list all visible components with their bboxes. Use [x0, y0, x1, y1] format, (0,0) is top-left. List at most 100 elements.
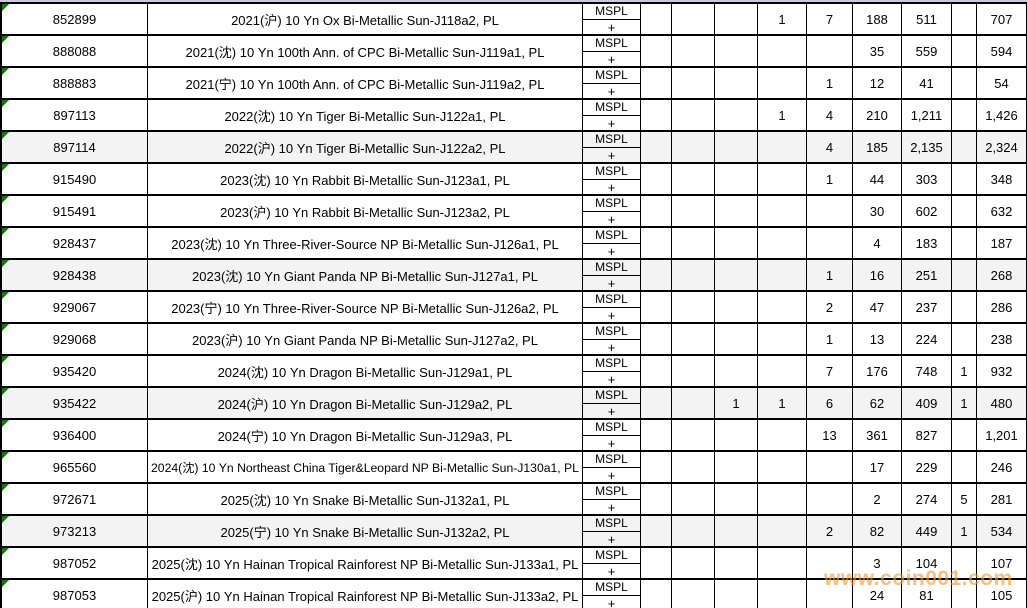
corner-flag-icon — [2, 516, 9, 523]
pop-cell — [641, 100, 672, 130]
pop-cell: 2 — [807, 292, 853, 322]
pop-cell — [672, 68, 715, 98]
cert-number: 987052 — [52, 555, 97, 571]
cert-number: 929067 — [52, 299, 97, 315]
coin-description-cell: 2024(宁) 10 Yn Dragon Bi-Metallic Sun-J12… — [148, 420, 583, 450]
coin-description: 2023(沪) 10 Yn Rabbit Bi-Metallic Sun-J12… — [220, 204, 510, 220]
table-row: 852899 2021(沪) 10 Yn Ox Bi-Metallic Sun-… — [2, 2, 1027, 34]
corner-flag-icon — [2, 580, 9, 587]
grade-label-top: MSPL — [583, 164, 640, 180]
grade-label-top: MSPL — [583, 388, 640, 404]
pop-cell: 1 — [807, 260, 853, 290]
grade-label-bottom: + — [607, 19, 616, 34]
coin-description-cell: 2022(沪) 10 Yn Tiger Bi-Metallic Sun-J122… — [148, 132, 583, 162]
table-row: 897113 2022(沈) 10 Yn Tiger Bi-Metallic S… — [2, 98, 1027, 130]
corner-flag-icon — [2, 260, 9, 267]
pop-cell — [641, 516, 672, 546]
pop-cell — [672, 4, 715, 34]
pop-cell — [641, 420, 672, 450]
pop-cell — [715, 228, 758, 258]
corner-flag-icon — [2, 452, 9, 459]
grade-label-bottom: + — [607, 435, 616, 450]
pop-cell — [641, 36, 672, 66]
pop-cell: 2 — [853, 484, 902, 514]
pop-cell — [758, 132, 807, 162]
grade-label-top: MSPL — [583, 196, 640, 212]
pop-cell — [758, 452, 807, 482]
pop-cell — [715, 196, 758, 226]
pop-cell — [672, 260, 715, 290]
grade-cell: MSPL + — [583, 420, 641, 450]
pop-cell — [641, 324, 672, 354]
grade-label-top: MSPL — [583, 292, 640, 308]
pop-cell: 511 — [902, 4, 952, 34]
grade-label-bottom: + — [607, 371, 616, 386]
pop-cell: 1 — [807, 68, 853, 98]
grade-label-bottom: + — [607, 147, 616, 162]
pop-cell — [641, 132, 672, 162]
pop-cell — [807, 228, 853, 258]
pop-cell: 1 — [758, 100, 807, 130]
pop-cell — [641, 292, 672, 322]
table-row: 987053 2025(沪) 10 Yn Hainan Tropical Rai… — [2, 578, 1027, 608]
cert-number: 897113 — [53, 107, 96, 123]
grade-cell: MSPL + — [583, 260, 641, 290]
pop-cell: 24 — [853, 580, 902, 608]
coin-description: 2024(宁) 10 Yn Dragon Bi-Metallic Sun-J12… — [217, 428, 513, 444]
pop-cell — [807, 196, 853, 226]
coin-description-cell: 2021(宁) 10 Yn 100th Ann. of CPC Bi-Metal… — [148, 68, 583, 98]
pop-cell: 251 — [902, 260, 952, 290]
cert-number-cell: 897114 — [2, 132, 148, 162]
pop-cell — [672, 196, 715, 226]
pop-cell — [758, 356, 807, 386]
grade-label-bottom: + — [607, 499, 616, 514]
pop-plus-cell — [952, 580, 977, 608]
pop-cell: 2 — [807, 516, 853, 546]
pop-plus-cell — [952, 324, 977, 354]
coin-description-cell: 2023(沪) 10 Yn Rabbit Bi-Metallic Sun-J12… — [148, 196, 583, 226]
grade-label-top: MSPL — [583, 420, 640, 436]
pop-plus-cell — [952, 4, 977, 34]
coin-description-cell: 2023(沈) 10 Yn Three-River-Source NP Bi-M… — [148, 228, 583, 258]
corner-flag-icon — [2, 196, 9, 203]
pop-cell: 35 — [853, 36, 902, 66]
pop-cell — [758, 228, 807, 258]
pop-cell: 224 — [902, 324, 952, 354]
cert-number-cell: 987053 — [2, 580, 148, 608]
pop-plus-cell — [952, 100, 977, 130]
pop-plus-cell: 1 — [952, 356, 977, 386]
cert-number-cell: 935420 — [2, 356, 148, 386]
cert-number-cell: 935422 — [2, 388, 148, 418]
pop-cell — [715, 548, 758, 578]
pop-cell — [641, 548, 672, 578]
coin-description: 2023(沈) 10 Yn Rabbit Bi-Metallic Sun-J12… — [220, 172, 510, 188]
coin-description: 2024(沈) 10 Yn Northeast China Tiger&Leop… — [151, 461, 579, 475]
pop-cell: 6 — [807, 388, 853, 418]
pop-cell: 41 — [902, 68, 952, 98]
pop-cell: 30 — [853, 196, 902, 226]
table-row: 972671 2025(沈) 10 Yn Snake Bi-Metallic S… — [2, 482, 1027, 514]
pop-cell — [758, 36, 807, 66]
total-cell: 54 — [977, 68, 1027, 98]
total-cell: 348 — [977, 164, 1027, 194]
grade-cell: MSPL + — [583, 388, 641, 418]
table-row: 936400 2024(宁) 10 Yn Dragon Bi-Metallic … — [2, 418, 1027, 450]
pop-cell — [715, 420, 758, 450]
coin-description: 2025(沈) 10 Yn Hainan Tropical Rainforest… — [151, 556, 579, 572]
table-row: 897114 2022(沪) 10 Yn Tiger Bi-Metallic S… — [2, 130, 1027, 162]
grade-cell: MSPL + — [583, 484, 641, 514]
pop-cell: 44 — [853, 164, 902, 194]
pop-plus-cell — [952, 36, 977, 66]
corner-flag-icon — [2, 484, 9, 491]
pop-cell: 602 — [902, 196, 952, 226]
pop-plus-cell — [952, 452, 977, 482]
coin-description: 2023(宁) 10 Yn Three-River-Source NP Bi-M… — [171, 300, 559, 316]
cert-number-cell: 929068 — [2, 324, 148, 354]
cert-number: 936400 — [52, 427, 97, 443]
pop-plus-cell — [952, 196, 977, 226]
pop-cell: 748 — [902, 356, 952, 386]
coin-description: 2025(沪) 10 Yn Hainan Tropical Rainforest… — [151, 588, 579, 604]
cert-number: 888088 — [52, 43, 97, 59]
total-cell: 286 — [977, 292, 1027, 322]
table-row: 973213 2025(宁) 10 Yn Snake Bi-Metallic S… — [2, 514, 1027, 546]
